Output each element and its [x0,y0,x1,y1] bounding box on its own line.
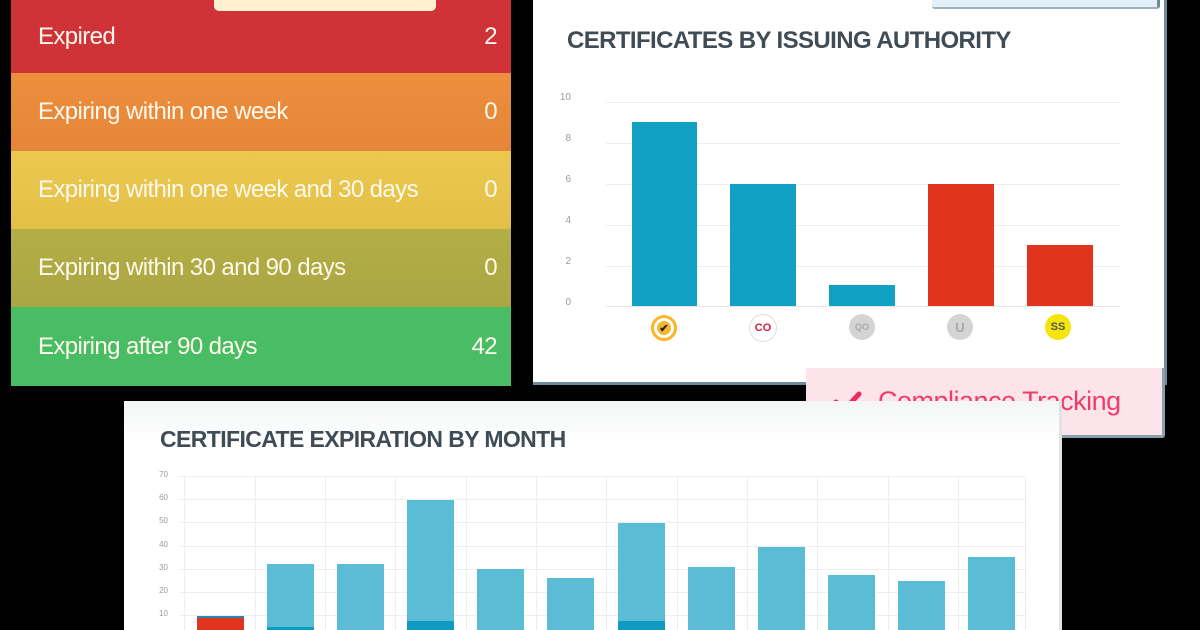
bar-month-3[interactable] [337,564,384,630]
co-logo-icon: CO [749,314,777,342]
y-tick: 50 [159,516,168,525]
y-tick: 70 [159,470,168,479]
vgridline [255,476,256,630]
gridline [180,499,1025,500]
bar-authority-1[interactable] [632,122,697,306]
gridline [606,102,1120,103]
cream-tooltip-edge [214,0,436,11]
bar-month-1-expired[interactable] [197,618,244,630]
card-title: CERTIFICATES BY ISSUING AUTHORITY [567,27,1011,54]
u-logo-icon: U [947,314,973,340]
gridline [180,615,1025,616]
y-tick: 8 [565,133,571,144]
card-title: CERTIFICATE EXPIRATION BY MONTH [160,426,566,452]
bar-month-4-dark [407,621,454,630]
status-count: 42 [471,332,498,360]
status-row-one-week[interactable]: Expiring within one week 0 [11,73,511,151]
bar-month-12[interactable] [968,557,1015,630]
y-tick: 2 [565,256,571,267]
y-tick: 10 [559,92,571,103]
vgridline [747,476,748,630]
vgridline [958,476,959,630]
vgridline [677,476,678,630]
ss-logo-icon: SS [1045,314,1071,340]
checkmark-seal-icon: ✔ [651,315,677,341]
gridline [606,184,1120,185]
status-row-after-90-days[interactable]: Expiring after 90 days 42 [11,307,511,386]
status-count: 0 [484,98,497,125]
y-tick: 40 [159,540,168,549]
bar-month-11[interactable] [898,581,945,630]
status-count: 2 [484,22,497,50]
status-label: Expiring within 30 and 90 days [38,254,346,281]
y-tick: 6 [565,174,571,185]
vgridline [817,476,818,630]
gridline [606,266,1120,267]
bar-month-2[interactable] [267,564,314,630]
vgridline [184,476,185,630]
vgridline [395,476,396,630]
vgridline [888,476,889,630]
bar-authority-co[interactable] [730,184,796,306]
gridline [606,143,1120,144]
status-label: Expiring within one week and 30 days [38,176,419,203]
gridline [180,569,1025,570]
y-tick: 30 [159,563,168,572]
y-tick: 20 [159,586,168,595]
gridline [180,476,1025,477]
status-row-expired[interactable]: Expired 2 [11,0,511,73]
gridline [180,522,1025,523]
bar-month-5[interactable] [477,569,524,630]
y-tick: 4 [565,215,571,226]
status-label: Expiring within one week [38,98,288,125]
status-row-week-to-30-days[interactable]: Expiring within one week and 30 days 0 [11,151,511,229]
vgridline [536,476,537,630]
y-tick: 0 [565,297,571,308]
bar-month-10[interactable] [828,575,875,630]
bar-month-4[interactable] [407,500,454,630]
bar-month-8[interactable] [688,567,735,630]
status-label: Expired [38,22,116,50]
status-count: 0 [484,254,497,281]
vgridline [466,476,467,630]
bar-authority-qo[interactable] [829,285,895,306]
bar-month-7[interactable] [618,523,665,630]
status-label: Expiring after 90 days [38,332,258,360]
gridline [606,225,1120,226]
bar-month-9[interactable] [758,547,805,630]
y-tick: 60 [159,493,168,502]
bar-authority-u[interactable] [928,184,994,306]
blue-tooltip-edge [932,0,1160,9]
gridline [180,546,1025,547]
bar-month-2-dark [267,627,314,630]
vgridline [606,476,607,630]
bar-authority-ss[interactable] [1027,245,1093,306]
gridline [180,592,1025,593]
status-row-30-to-90-days[interactable]: Expiring within 30 and 90 days 0 [11,229,511,307]
issuing-authority-card: CERTIFICATES BY ISSUING AUTHORITY 10 8 6… [533,0,1167,385]
vgridline [1025,476,1026,630]
status-count: 0 [484,176,497,203]
vgridline [325,476,326,630]
x-axis-line [606,306,1120,307]
bar-month-6[interactable] [547,578,594,630]
bar-month-7-dark [618,621,665,630]
qo-logo-icon: QO [849,314,875,340]
expiration-by-month-card: CERTIFICATE EXPIRATION BY MONTH 70 60 50… [124,401,1062,630]
y-tick: 10 [159,609,168,618]
certificate-status-list: Expired 2 Expiring within one week 0 Exp… [11,0,511,386]
